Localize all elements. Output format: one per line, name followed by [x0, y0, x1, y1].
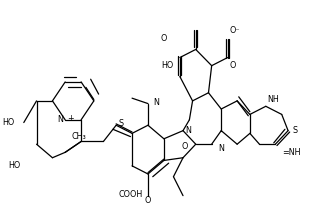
- Text: N: N: [218, 144, 224, 153]
- Text: N: N: [185, 126, 191, 135]
- Text: HO: HO: [2, 118, 14, 127]
- Text: COOH: COOH: [118, 190, 143, 199]
- Text: S: S: [293, 126, 298, 135]
- Text: N: N: [58, 115, 63, 124]
- Text: HO: HO: [161, 61, 173, 70]
- Text: +: +: [67, 114, 73, 123]
- Text: O: O: [229, 61, 235, 70]
- Text: HO: HO: [9, 161, 21, 170]
- Text: O: O: [161, 34, 167, 43]
- Text: CH₃: CH₃: [72, 132, 86, 141]
- Text: =NH: =NH: [282, 148, 300, 157]
- Text: N: N: [153, 98, 159, 107]
- Text: O: O: [181, 142, 188, 152]
- Text: S: S: [118, 119, 124, 128]
- Text: NH: NH: [267, 95, 279, 104]
- Text: O: O: [145, 196, 151, 205]
- Text: O⁻: O⁻: [229, 26, 240, 35]
